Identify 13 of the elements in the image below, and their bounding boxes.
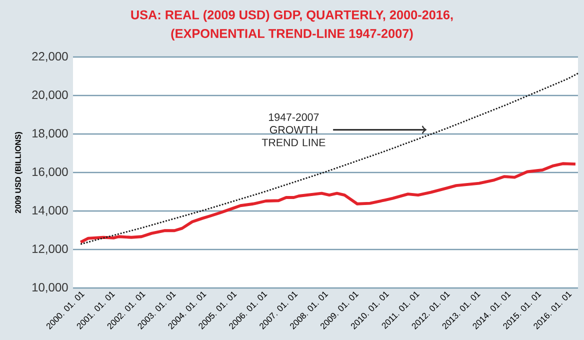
annotation: 1947-2007 GROWTH TREND LINE (262, 113, 326, 146)
y-tick-label: 20,000 (32, 90, 68, 100)
y-tick-label: 16,000 (32, 168, 68, 178)
y-tick-label: 18,000 (32, 129, 68, 139)
y-axis-title: 2009 USD (BILLIONS) (14, 132, 22, 214)
y-tick-label: 12,000 (32, 244, 68, 254)
y-tick-label: 22,000 (32, 52, 68, 62)
y-tick-label: 14,000 (32, 206, 68, 216)
line-series (80, 72, 579, 245)
chart-title: USA: REAL (2009 USD) GDP, QUARTERLY, 2000-2016, (131, 10, 453, 22)
y-tick-label: 10,000 (32, 283, 68, 293)
chart-subtitle: (EXPONENTIAL TREND-LINE 1947-2007) (171, 28, 413, 41)
line-series (79, 162, 577, 244)
